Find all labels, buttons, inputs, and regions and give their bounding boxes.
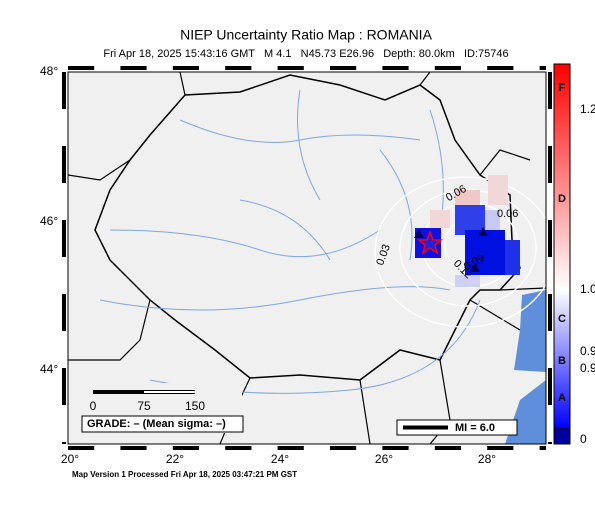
colorbar-label: 1.2 [580,102,595,116]
mi-legend: MI = 6.0 [396,419,518,436]
scale-bar: 0 75 150 GRADE: – (Mean sigma: –) [81,383,244,433]
ratio-cells [415,175,520,287]
lon-label: 28° [478,452,496,466]
colorbar: F D C B A 1.2 1.0 0.9 0.9 0 [553,63,595,446]
colorbar-label: 1.0 [580,282,595,296]
mi-label: MI = 6.0 [455,422,495,434]
contour-label: 0.06 [497,208,518,220]
grade-letter: F [559,82,566,94]
lat-label: 46° [40,214,58,228]
grade: GRADE: – (Mean sigma: –) [87,418,226,430]
grade-letter: B [558,355,566,367]
lon-label: 26° [375,452,393,466]
lat-label: 44° [40,362,58,376]
colorbar-label: 0.9 [580,361,595,375]
lon-label: 22° [166,452,184,466]
scale-label: 0 [90,399,97,413]
scale-label: 150 [185,399,205,413]
grade-letter: D [558,193,566,205]
grade-letter: C [558,313,566,325]
lon-label: 20° [61,452,79,466]
colorbar-label: 0.9 [580,344,595,358]
title: NIEP Uncertainty Ratio Map : ROMANIA [180,27,432,43]
scale-label: 75 [137,399,151,413]
colorbar-label: 0 [580,432,587,446]
lat-label: 48° [40,64,58,78]
grade-letter: A [558,392,566,404]
subtitle: Fri Apr 18, 2025 15:43:16 GMT M 4.1 N45.… [103,48,508,60]
map: 0.06 0.06 0.03 0.12 0.09 [68,72,546,444]
footer: Map Version 1 Processed Fri Apr 18, 2025… [72,470,297,479]
lon-label: 24° [271,452,289,466]
